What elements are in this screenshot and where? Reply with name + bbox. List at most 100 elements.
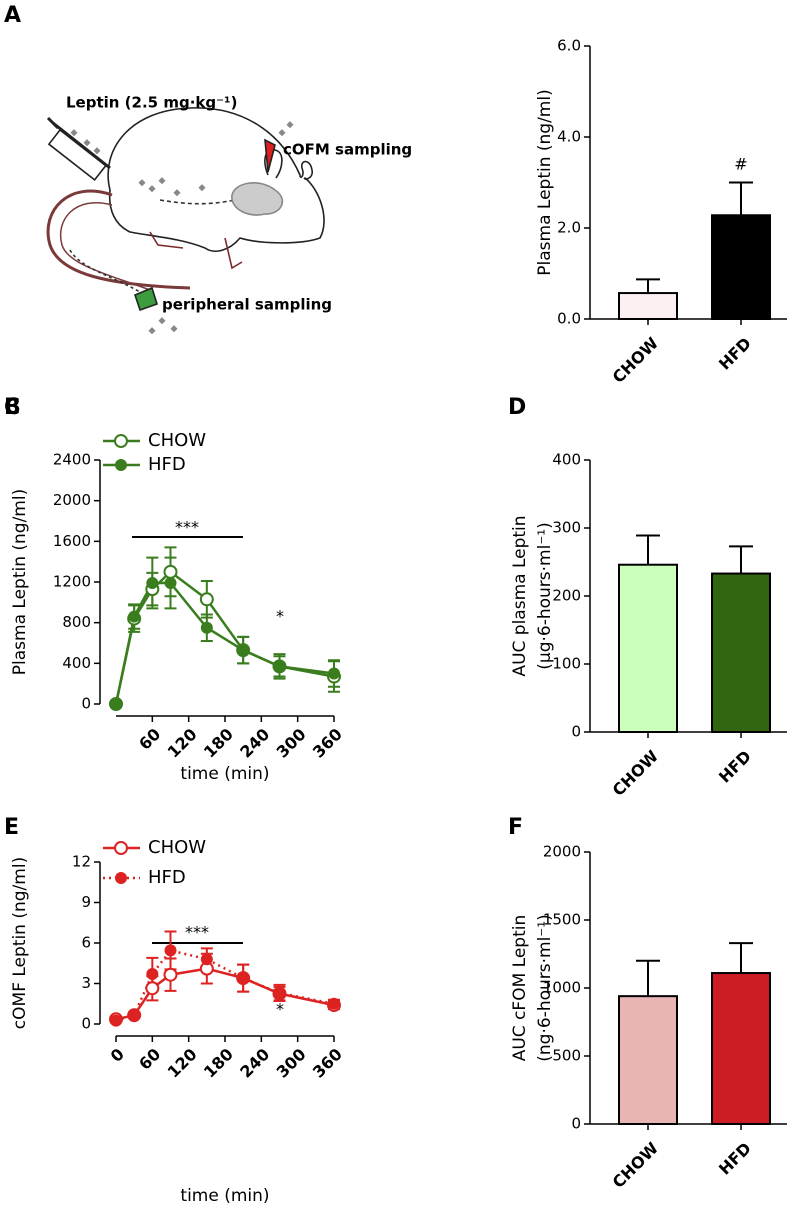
bar bbox=[618, 292, 678, 321]
y-tick-label: 200 bbox=[552, 587, 581, 605]
x-tick-label: 300 bbox=[273, 725, 310, 762]
legend-label: CHOW bbox=[148, 430, 206, 451]
bar bbox=[711, 972, 771, 1125]
point bbox=[199, 592, 214, 607]
peripheral-probe bbox=[134, 286, 158, 312]
annotation: *** bbox=[185, 923, 209, 942]
bar bbox=[711, 572, 771, 733]
y-axis-label: AUC plasma Leptin bbox=[510, 515, 530, 676]
y-tick-label: 6.0 bbox=[557, 37, 581, 55]
y-tick-label: 0.0 bbox=[557, 310, 581, 328]
x-tick-label: 180 bbox=[200, 725, 237, 762]
y-tick-label: 0 bbox=[571, 1115, 581, 1133]
y-axis-label: (µg·6-hours·ml⁻¹) bbox=[535, 522, 555, 670]
annotation: # bbox=[734, 155, 747, 174]
panel-letter: C bbox=[4, 395, 20, 420]
x-tick-label: CHOW bbox=[609, 746, 663, 800]
y-tick-label: 6 bbox=[81, 934, 91, 952]
x-tick-label: 240 bbox=[236, 1045, 273, 1082]
annotation: *** bbox=[175, 518, 199, 537]
mouse-ear bbox=[264, 149, 283, 179]
legend-label: HFD bbox=[148, 867, 186, 888]
point bbox=[163, 564, 178, 579]
y-tick-label: 4.0 bbox=[557, 128, 581, 146]
point bbox=[164, 944, 177, 957]
y-tick-label: 800 bbox=[62, 613, 91, 631]
y-tick-label: 2400 bbox=[53, 451, 91, 469]
y-tick-label: 1500 bbox=[543, 911, 581, 929]
panel-letter: E bbox=[4, 815, 19, 840]
y-tick-label: 2.0 bbox=[557, 219, 581, 237]
y-tick-label: 1600 bbox=[53, 532, 91, 550]
x-tick-label: 360 bbox=[309, 725, 346, 762]
mouse-tail bbox=[46, 189, 191, 290]
x-tick-label: 120 bbox=[164, 1045, 201, 1082]
legend-marker bbox=[115, 459, 127, 471]
x-tick-label: 180 bbox=[200, 1045, 237, 1082]
panel-letter: B bbox=[4, 395, 21, 420]
point bbox=[110, 1014, 122, 1027]
point bbox=[200, 953, 213, 966]
y-tick-label: 0 bbox=[81, 1015, 91, 1033]
y-axis-label: Plasma Leptin (ng/ml) bbox=[10, 489, 30, 675]
diagram-label: Leptin (2.5 mg·kg⁻¹) bbox=[66, 94, 237, 112]
point bbox=[145, 981, 160, 996]
point bbox=[128, 1009, 141, 1022]
point bbox=[163, 967, 178, 982]
x-tick-label: 300 bbox=[273, 1045, 310, 1082]
bar bbox=[618, 563, 678, 733]
y-tick-label: 500 bbox=[552, 1047, 581, 1065]
panel-letter: D bbox=[508, 395, 526, 420]
point bbox=[237, 644, 250, 657]
y-tick-label: 3 bbox=[81, 974, 91, 992]
y-tick-label: 100 bbox=[552, 655, 581, 673]
panel-letter: F bbox=[508, 815, 523, 840]
x-tick-label: 240 bbox=[236, 725, 273, 762]
x-tick-label: HFD bbox=[715, 334, 755, 374]
flow-arrow bbox=[159, 199, 236, 205]
x-axis-label: time (min) bbox=[180, 764, 269, 784]
point bbox=[328, 997, 340, 1010]
y-tick-label: 12 bbox=[72, 853, 91, 871]
tail-flow bbox=[69, 249, 141, 293]
syringe-barrel bbox=[47, 128, 107, 182]
point bbox=[128, 610, 141, 623]
legend-label: CHOW bbox=[148, 837, 206, 858]
point bbox=[273, 986, 286, 999]
bar bbox=[618, 995, 678, 1125]
y-axis-label: Plasma Leptin (ng/ml) bbox=[535, 89, 555, 275]
y-tick-label: 9 bbox=[81, 893, 91, 911]
annotation: * bbox=[276, 1000, 284, 1019]
x-tick-label: CHOW bbox=[609, 333, 663, 387]
legend-marker bbox=[114, 434, 128, 448]
y-tick-label: 400 bbox=[62, 654, 91, 672]
mouse-body bbox=[107, 107, 325, 252]
panel-letter: A bbox=[4, 3, 21, 28]
diagram-label: peripheral sampling bbox=[162, 296, 332, 314]
y-tick-label: 1200 bbox=[53, 573, 91, 591]
legend-label: HFD bbox=[148, 454, 186, 475]
mouse-diagram bbox=[46, 107, 325, 335]
y-tick-label: 2000 bbox=[543, 843, 581, 861]
x-axis-label: time (min) bbox=[180, 1186, 269, 1206]
y-axis-label: (ng·6-hours·ml⁻¹) bbox=[535, 914, 555, 1061]
mouse-paws bbox=[149, 231, 243, 270]
point bbox=[146, 968, 159, 981]
x-tick-label: 60 bbox=[135, 1045, 164, 1074]
legend-marker bbox=[115, 872, 127, 884]
x-tick-label: HFD bbox=[715, 1139, 755, 1179]
legend-marker bbox=[114, 841, 128, 855]
mouse-tail-edge bbox=[59, 202, 151, 291]
y-axis-label: cOMF Leptin (ng/ml) bbox=[10, 857, 30, 1029]
x-tick-label: CHOW bbox=[609, 1138, 663, 1192]
point bbox=[164, 577, 177, 590]
y-tick-label: 2000 bbox=[53, 491, 91, 509]
series-line bbox=[114, 581, 335, 705]
cofm-probe bbox=[264, 138, 276, 173]
leptin-dots bbox=[70, 121, 294, 335]
diagram-label: cOFM sampling bbox=[283, 141, 412, 159]
point bbox=[110, 698, 122, 710]
y-tick-label: 0 bbox=[81, 695, 91, 713]
syringe-plunger bbox=[46, 116, 111, 170]
